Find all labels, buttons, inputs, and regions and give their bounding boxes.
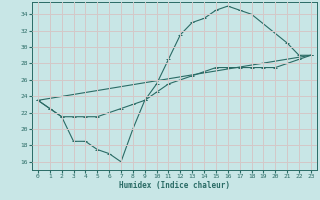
X-axis label: Humidex (Indice chaleur): Humidex (Indice chaleur) bbox=[119, 181, 230, 190]
